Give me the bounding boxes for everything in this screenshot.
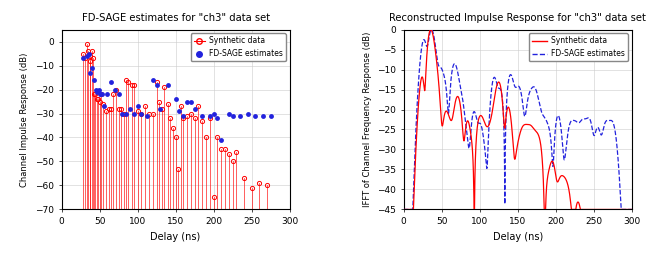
FD-SAGE estimates [566,123,573,126]
FD-SAGE estimates [498,91,505,94]
Synthetic data [498,90,505,93]
FD-SAGE estimates [428,28,435,31]
FD-SAGE estimates [621,208,629,211]
Synthetic data [508,130,516,133]
Synthetic data [628,208,636,211]
Synthetic data [427,28,435,31]
Y-axis label: IFFT of Channel Frequency Response (dB): IFFT of Channel Frequency Response (dB) [362,32,371,207]
FD-SAGE estimates [496,87,503,90]
X-axis label: Delay (ns): Delay (ns) [492,232,543,242]
Synthetic data [496,81,503,85]
X-axis label: Delay (ns): Delay (ns) [150,232,201,242]
FD-SAGE estimates [400,208,408,211]
Synthetic data [400,208,408,211]
Line: FD-SAGE estimates: FD-SAGE estimates [404,30,632,209]
Title: Reconstructed Impulse Response for "ch3" data set: Reconstructed Impulse Response for "ch3"… [389,13,646,23]
Legend: Synthetic data, FD-SAGE estimates: Synthetic data, FD-SAGE estimates [529,33,628,61]
FD-SAGE estimates [508,76,516,79]
Y-axis label: Channel Impulse Response (dB): Channel Impulse Response (dB) [20,52,29,187]
Line: Synthetic data: Synthetic data [404,30,632,209]
Synthetic data [566,191,573,195]
Synthetic data [621,208,629,211]
Synthetic data [610,208,618,211]
FD-SAGE estimates [628,208,636,211]
Legend: Synthetic data, FD-SAGE estimates: Synthetic data, FD-SAGE estimates [191,33,286,61]
FD-SAGE estimates [610,122,618,125]
Title: FD-SAGE estimates for "ch3" data set: FD-SAGE estimates for "ch3" data set [82,13,270,23]
